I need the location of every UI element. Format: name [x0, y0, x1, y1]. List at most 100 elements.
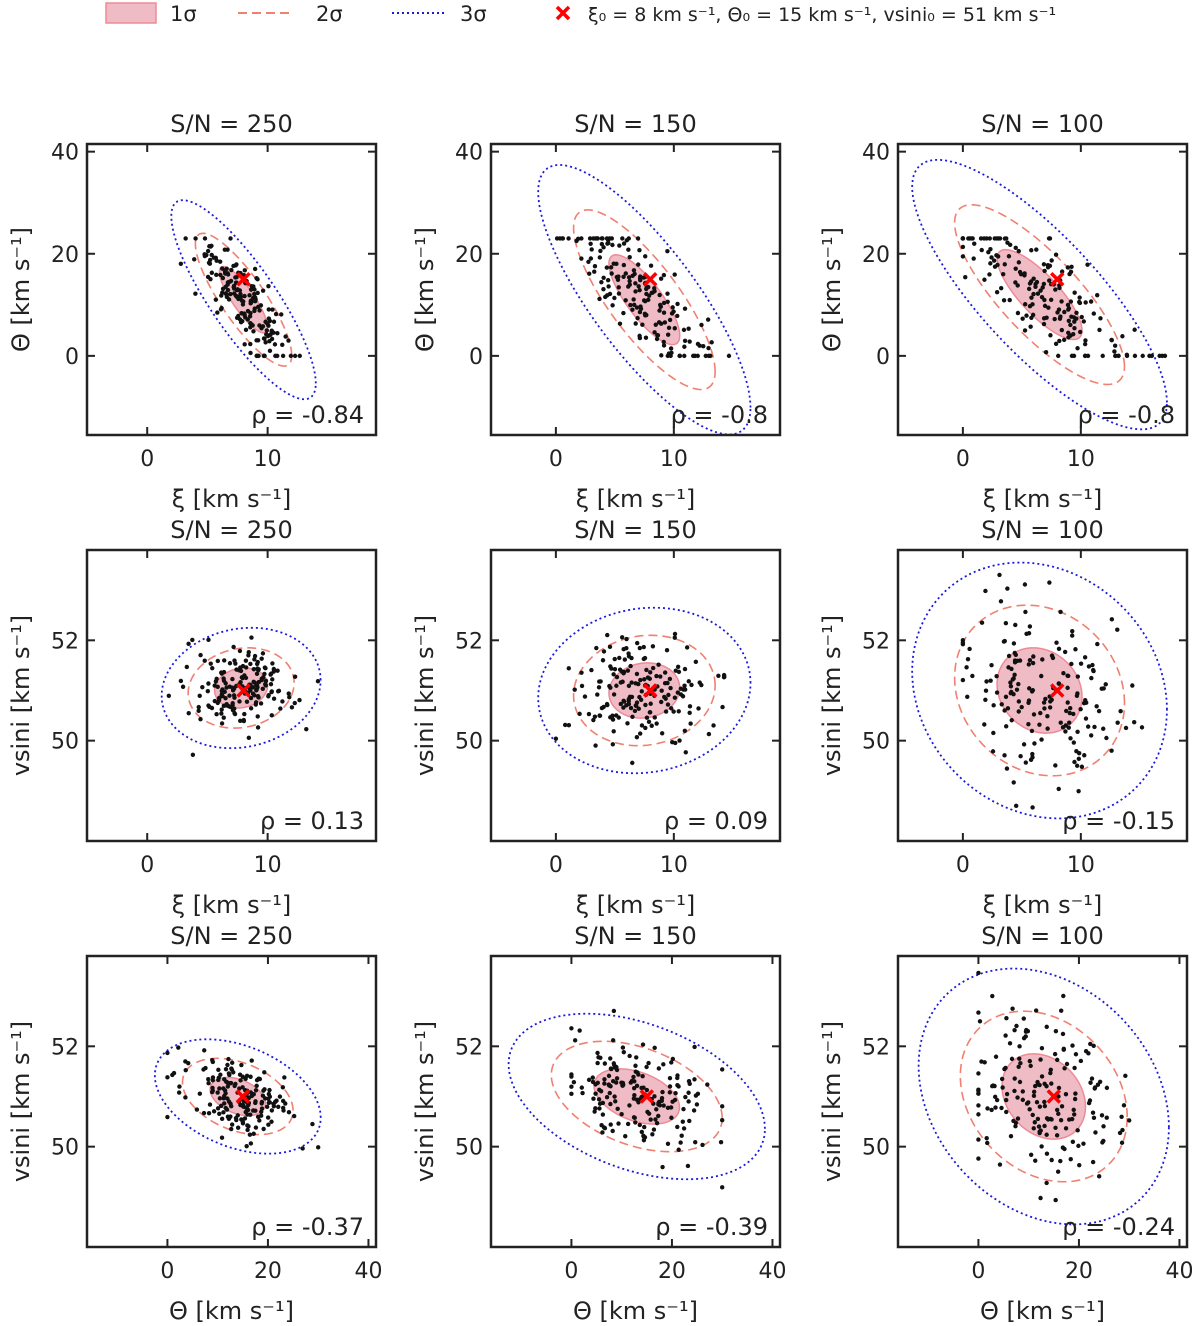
scatter-point: [667, 1084, 673, 1089]
scatter-point: [626, 683, 632, 689]
scatter-point: [631, 268, 637, 273]
scatter-point: [1039, 1144, 1044, 1149]
scatter-point: [654, 673, 659, 679]
scatter-point: [591, 717, 596, 723]
scatter-point: [257, 1076, 263, 1082]
scatter-point: [678, 692, 684, 697]
scatter-point: [1066, 720, 1072, 725]
scatter-point: [589, 247, 594, 252]
scatter-point: [679, 1133, 684, 1138]
scatter-point: [705, 317, 711, 322]
scatter-point: [599, 279, 604, 285]
scatter-point: [217, 1086, 222, 1091]
scatter-point: [554, 236, 560, 241]
scatter-point: [202, 1048, 207, 1053]
scatter-point: [610, 742, 616, 747]
scatter-point: [246, 1102, 251, 1108]
sigma3-ellipse: [153, 1038, 322, 1155]
scatter-point: [988, 678, 993, 683]
x-tick-label: 0: [956, 447, 970, 472]
scatter-point: [1023, 760, 1029, 765]
scatter-point: [216, 1067, 221, 1073]
scatter-point: [248, 341, 253, 347]
scatter-point: [599, 705, 605, 711]
x-tick-label: 0: [140, 447, 154, 472]
panel-title: S/N = 150: [574, 110, 696, 138]
scatter-point: [673, 668, 678, 673]
scatter-point: [206, 681, 211, 686]
scatter-point: [586, 1077, 592, 1083]
scatter-point: [607, 644, 613, 650]
scatter-point: [608, 1066, 614, 1071]
scatter-point: [1103, 682, 1108, 687]
scatter-point: [1049, 258, 1054, 263]
scatter-point: [687, 339, 692, 344]
scatter-point: [685, 1163, 691, 1169]
scatter-point: [687, 1118, 692, 1124]
scatter-point: [591, 1096, 596, 1101]
scatter-point: [246, 653, 251, 658]
scatter-point: [243, 675, 249, 681]
scatter-point: [238, 718, 243, 724]
scatter-point: [633, 681, 638, 686]
scatter-point: [672, 1097, 678, 1103]
scatter-point: [263, 683, 269, 688]
scatter-point: [230, 685, 235, 690]
scatter-point: [1073, 1091, 1078, 1096]
scatter-point: [617, 321, 623, 326]
scatter-point: [637, 335, 643, 341]
scatter-point: [235, 313, 241, 319]
sigma2-ellipse: [953, 203, 1126, 386]
x-tick-label: 20: [1065, 1259, 1093, 1284]
scatter-point: [1053, 287, 1058, 292]
scatter-point: [244, 1143, 249, 1149]
scatter-point: [596, 685, 602, 690]
scatter-point: [248, 706, 254, 711]
scatter-point: [267, 1087, 272, 1093]
scatter-point: [1091, 311, 1097, 316]
scatter-point: [183, 1059, 188, 1064]
scatter-point: [1031, 1126, 1036, 1131]
scatter-point: [196, 704, 201, 710]
scatter-point: [976, 1088, 981, 1093]
scatter-point: [701, 343, 706, 349]
scatter-point: [269, 328, 274, 333]
scatter-point: [992, 1094, 998, 1100]
scatter-point: [976, 1137, 981, 1142]
scatter-point: [252, 680, 257, 685]
scatter-point: [1062, 1066, 1067, 1071]
scatter-point: [232, 291, 237, 296]
scatter-point: [240, 1074, 245, 1079]
scatter-point: [1022, 328, 1028, 333]
scatter-point: [627, 1103, 632, 1108]
scatter-point: [621, 310, 626, 316]
scatter-point: [601, 287, 606, 292]
scatter-point: [1047, 236, 1053, 241]
scatter-point: [252, 291, 257, 297]
scatter-point: [1132, 719, 1137, 725]
scatter-point: [682, 344, 687, 349]
scatter-point: [251, 329, 256, 334]
scatter-point: [1048, 333, 1053, 338]
scatter-point: [268, 671, 274, 676]
scatter-point: [1027, 281, 1033, 286]
scatter-point: [275, 330, 280, 336]
scatter-point: [692, 1077, 697, 1082]
scatter-point: [1072, 1112, 1077, 1117]
scatter-point: [665, 332, 671, 337]
scatter-point: [632, 1093, 637, 1098]
scatter-point: [1077, 1162, 1082, 1168]
scatter-point: [569, 1074, 574, 1079]
scatter-point: [621, 1049, 627, 1055]
rho-annotation: ρ = -0.24: [1062, 1213, 1175, 1241]
rho-annotation: ρ = -0.8: [671, 401, 768, 429]
x-tick-label: 20: [254, 1259, 282, 1284]
scatter-point: [990, 1083, 995, 1089]
plot-area: [537, 164, 752, 435]
scatter-point: [598, 679, 603, 684]
scatter-point: [627, 278, 632, 284]
scatter-point: [673, 1091, 678, 1096]
sigma3-ellipse: [537, 164, 752, 435]
scatter-point: [991, 730, 996, 736]
scatter-point: [1004, 236, 1009, 241]
